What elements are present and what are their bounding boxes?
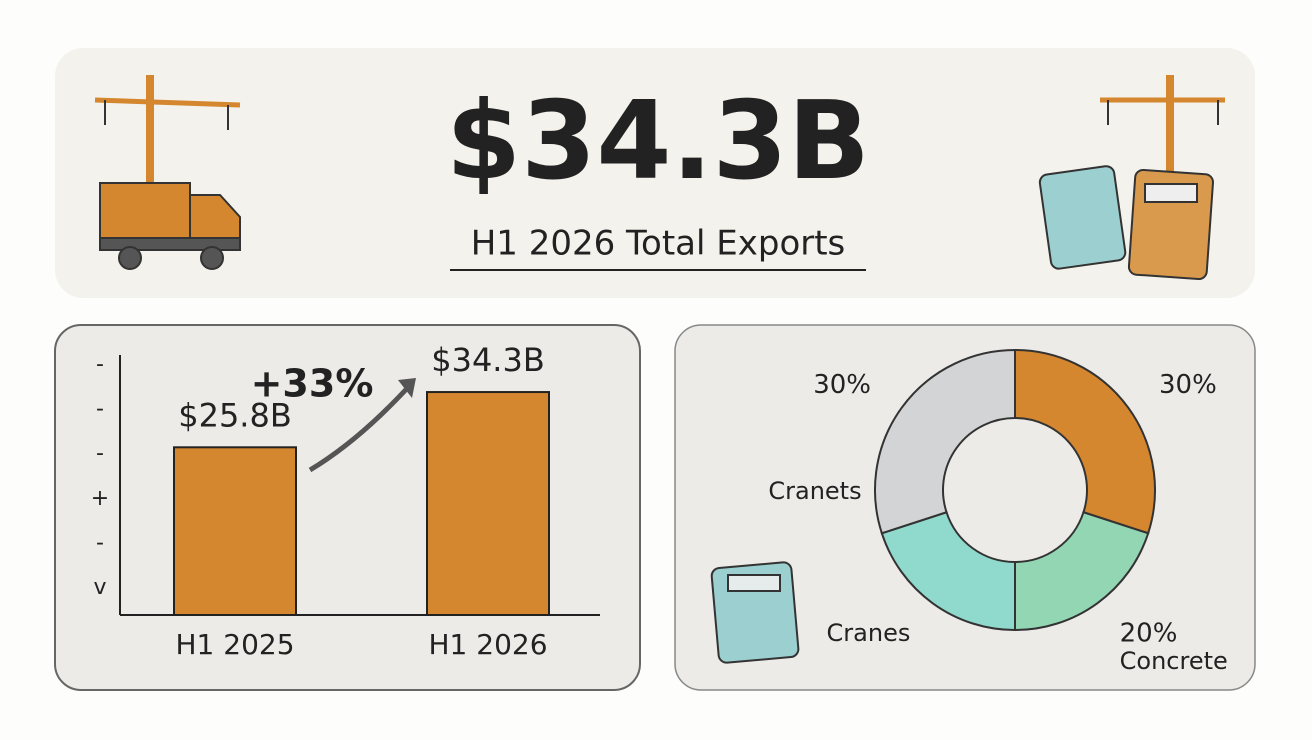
- slice-value-label: 30%: [813, 370, 871, 400]
- headline-value: $34.3B: [446, 79, 870, 204]
- header-panel: [55, 48, 1255, 298]
- axis-mark: -: [96, 441, 104, 466]
- x-tick-label: H1 2026: [428, 628, 547, 661]
- axis-mark: -: [96, 530, 104, 555]
- bar: [426, 391, 550, 616]
- axis-mark: -: [96, 352, 104, 377]
- headline-subtitle: H1 2026 Total Exports: [471, 224, 846, 264]
- axis-mark: -: [96, 397, 104, 422]
- growth-arrowhead: [398, 378, 416, 398]
- slice-value-label: 30%: [1159, 370, 1217, 400]
- donut-slice: [1014, 510, 1150, 632]
- pie-annotation: Cranets: [768, 477, 861, 505]
- crane-truck-icon: [94, 75, 241, 270]
- bar: [173, 446, 297, 616]
- slice-value-label: 20%: [1120, 619, 1178, 649]
- axis-mark: v: [93, 575, 106, 600]
- growth-annotation: +33%: [251, 362, 374, 406]
- calculator-icon: [710, 561, 800, 664]
- axis-mark: +: [91, 486, 109, 511]
- donut-slice: [1014, 348, 1156, 535]
- donut-slice: [880, 510, 1016, 632]
- x-tick-label: H1 2025: [175, 628, 294, 661]
- slice-category-label: Concrete: [1120, 647, 1228, 675]
- crane-calculator-icon: [1038, 75, 1225, 281]
- donut-slice: [874, 348, 1016, 535]
- slice-category-label: Cranes: [827, 619, 911, 647]
- value-label: $34.3B: [431, 341, 545, 379]
- value-label: $25.8B: [178, 396, 292, 434]
- growth-arrow: [308, 381, 414, 473]
